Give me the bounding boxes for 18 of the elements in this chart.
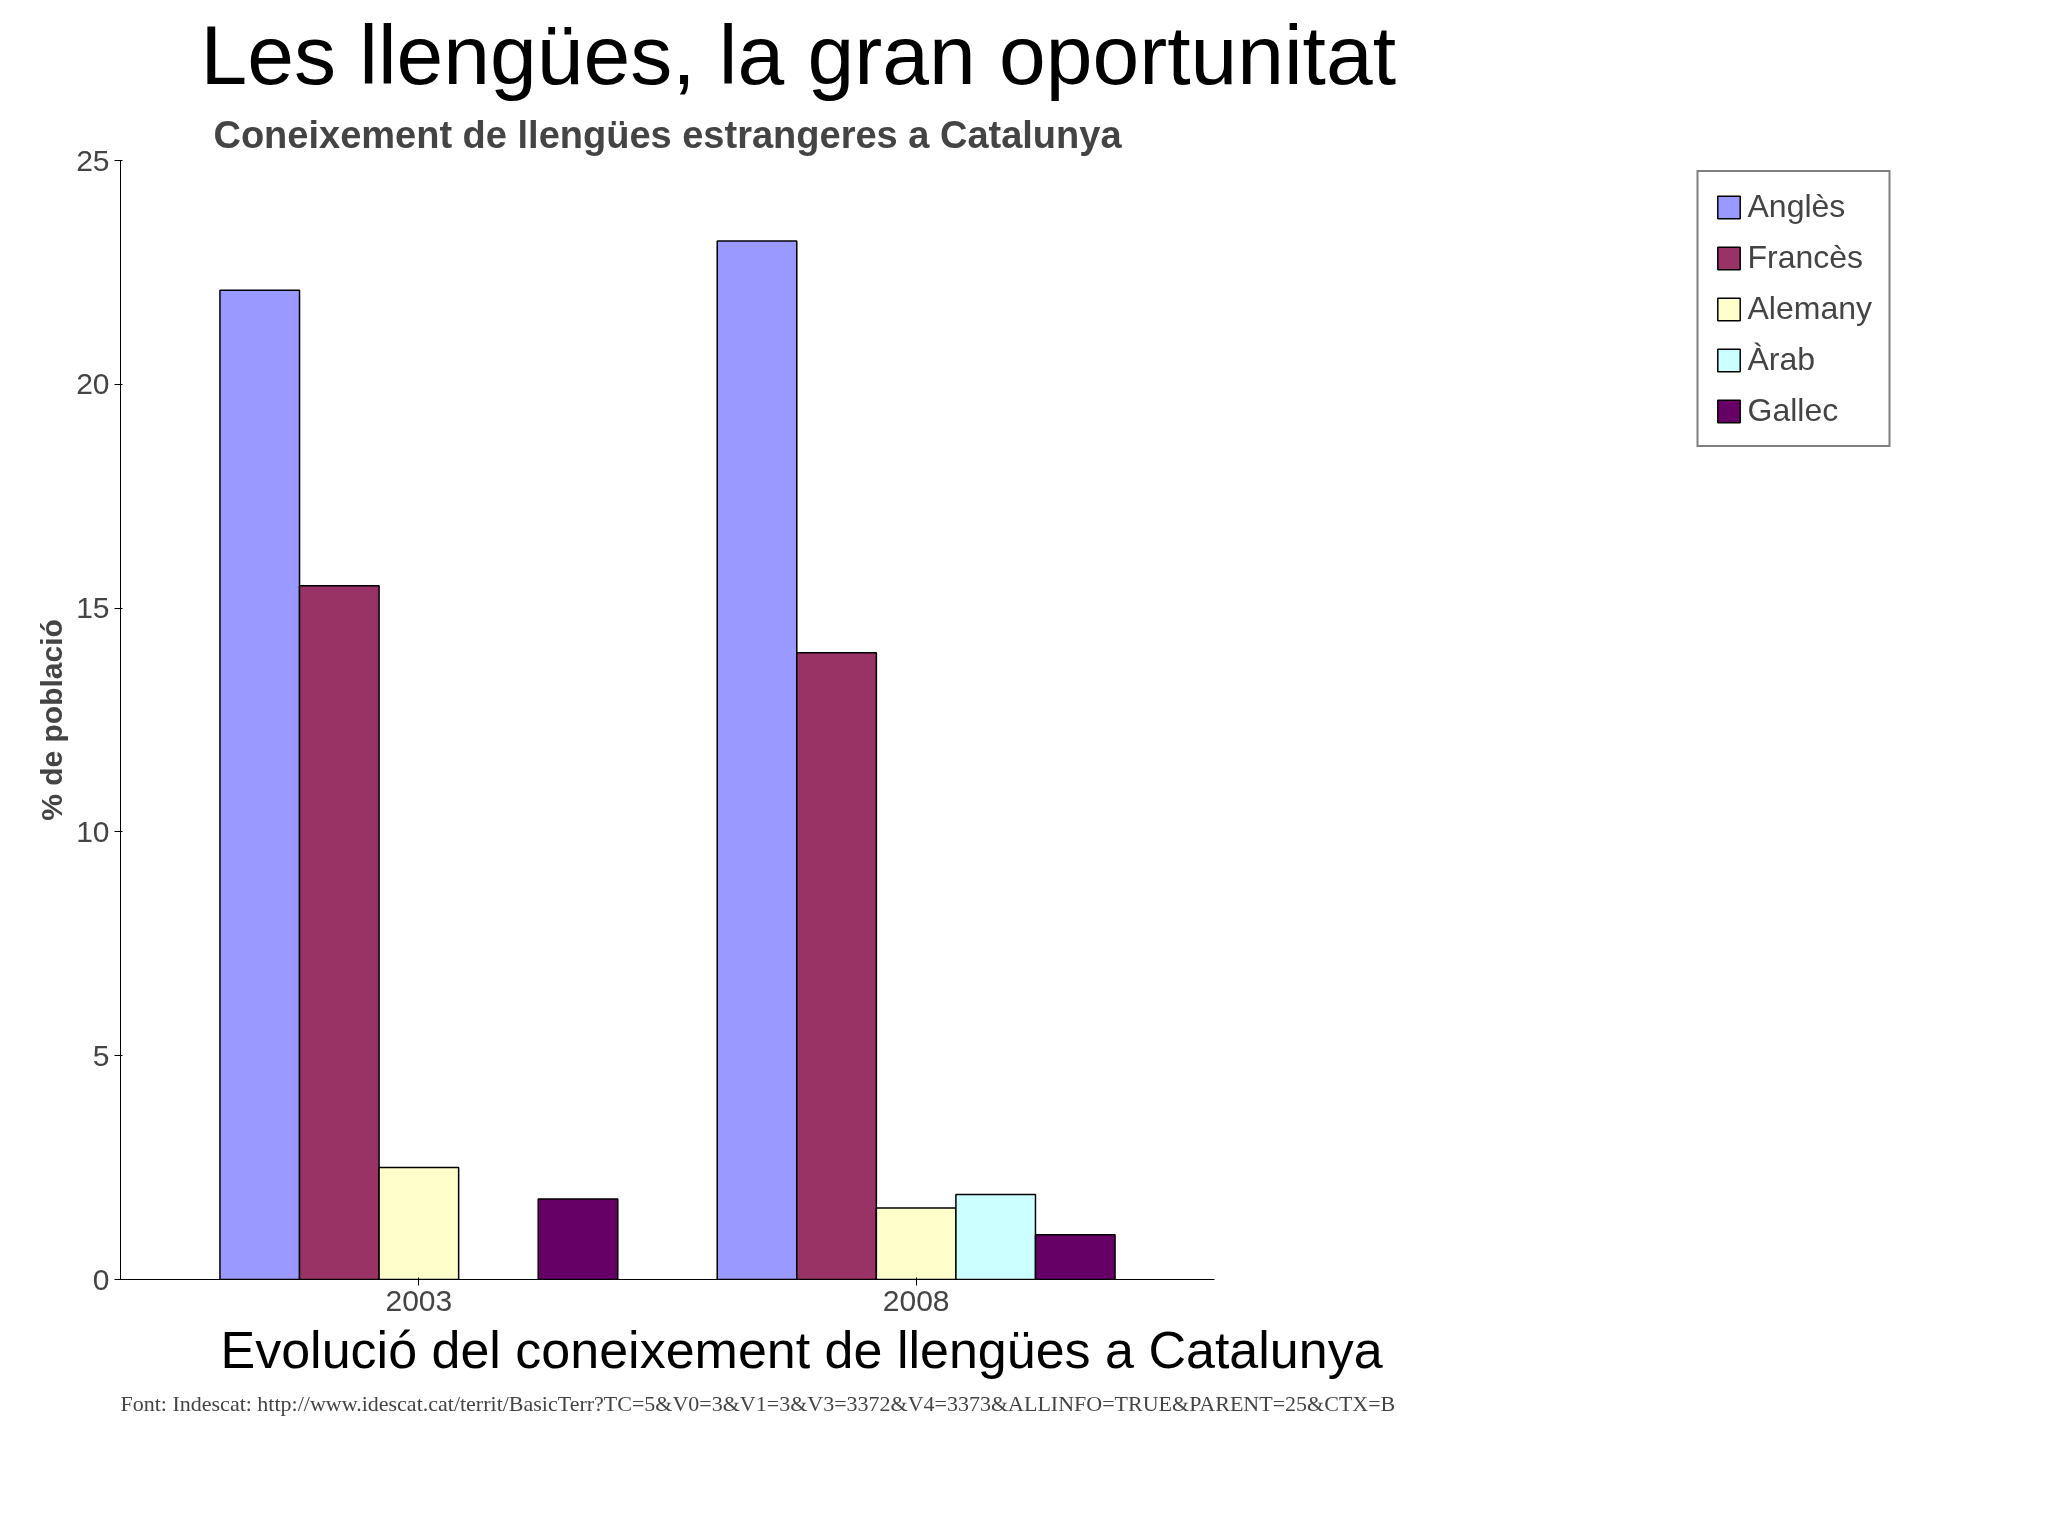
legend-label: Àrab [1747, 341, 1816, 378]
text: Evolució del coneixement de llengües a Catalunya [220, 1320, 1383, 1379]
y-tick-label: 20 [76, 367, 110, 401]
chart-title: Les llengües, la gran oportunitat [200, 7, 1396, 102]
x-tick-label: 2003 [385, 1283, 453, 1317]
y-tick-label: 15 [76, 591, 110, 625]
legend-label: Anglès [1747, 188, 1846, 225]
legend-label: Alemany [1747, 290, 1872, 327]
y-tick-label: 0 [92, 1262, 110, 1296]
y-tick-label: 5 [92, 1038, 110, 1072]
chart-subtitle: Coneixement de llengües estrangeres a Catalunya [213, 113, 1123, 156]
legend-label: Gallec [1747, 392, 1839, 429]
y-tick-label: 25 [76, 143, 110, 177]
y-axis-title: % de població [35, 619, 69, 821]
text: Font: Indescat: http://www.idescat.cat/territ/BasicTerr?TC=5&V0=3&V1=3&V3=3372&V4=3373&ALLINFO=TRUE&PARENT=25&CTX=B [120, 1390, 1396, 1416]
legend-label: Francès [1747, 239, 1864, 276]
x-tick-label: 2008 [882, 1283, 950, 1317]
y-tick-label: 10 [76, 814, 110, 848]
